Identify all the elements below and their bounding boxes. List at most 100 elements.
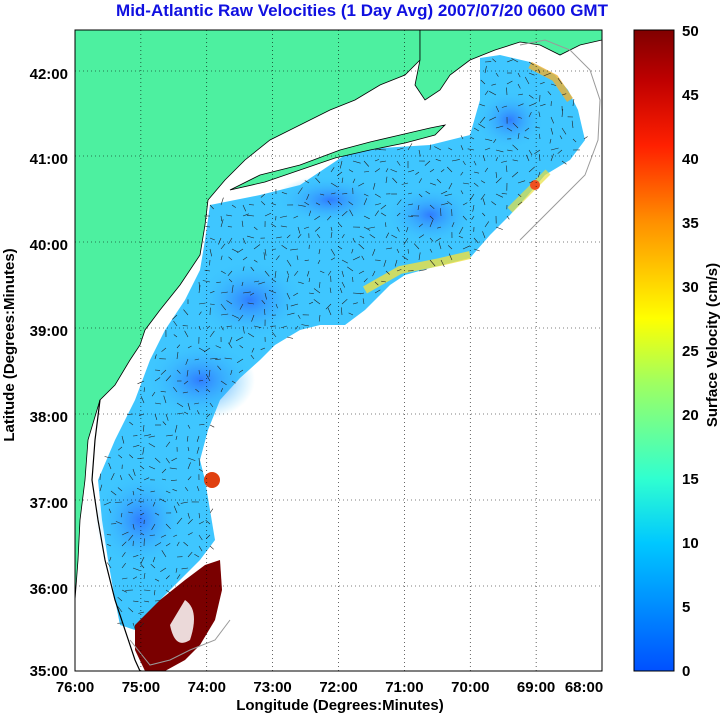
velocity-arrow [380, 204, 387, 210]
velocity-arrow [539, 133, 541, 140]
velocity-arrow [383, 259, 387, 267]
velocity-arrow [160, 391, 167, 393]
velocity-arrow [330, 257, 336, 261]
velocity-arrow [308, 292, 314, 294]
velocity-arrow [204, 269, 211, 272]
velocity-arrow [418, 269, 427, 272]
velocity-arrow [127, 501, 134, 506]
velocity-arrow [176, 541, 180, 547]
velocity-arrow [187, 402, 191, 411]
velocity-arrow [374, 210, 379, 217]
velocity-arrow [327, 270, 332, 276]
velocity-arrow [385, 247, 393, 250]
velocity-arrow [407, 203, 413, 206]
velocity-arrow [187, 532, 193, 536]
velocity-arrow [132, 622, 136, 630]
velocity-arrow [557, 149, 563, 154]
velocity-arrow [231, 248, 239, 253]
velocity-arrow [394, 259, 398, 267]
x-tick-label: 71:00 [385, 679, 423, 696]
velocity-arrow [484, 90, 489, 96]
velocity-arrow [316, 234, 321, 239]
velocity-arrow [482, 231, 486, 239]
velocity-arrow [176, 517, 183, 525]
velocity-arrow [469, 193, 475, 201]
velocity-arrow [493, 138, 497, 143]
velocity-arrow [304, 201, 310, 206]
velocity-arrow [440, 259, 445, 268]
velocity-arrow [338, 222, 343, 228]
velocity-arrow [479, 104, 486, 107]
velocity-arrow [482, 212, 486, 217]
velocity-arrow [418, 193, 423, 198]
velocity-arrow [151, 523, 156, 530]
velocity-arrow [286, 270, 289, 276]
velocity-arrow [165, 457, 170, 464]
velocity-arrow [358, 182, 365, 187]
velocity-arrow [447, 201, 453, 206]
velocity-arrow [140, 396, 145, 404]
velocity-arrow [238, 369, 244, 373]
velocity-arrow [281, 192, 288, 195]
velocity-arrow [154, 377, 161, 382]
velocity-arrow [198, 468, 203, 472]
velocity-arrow [440, 202, 449, 206]
velocity-arrow [437, 226, 442, 229]
velocity-arrow [460, 145, 464, 151]
velocity-arrow [121, 563, 126, 569]
velocity-arrow [165, 543, 171, 547]
velocity-arrow [181, 567, 189, 570]
velocity-arrow [363, 193, 369, 197]
velocity-arrow [231, 314, 240, 319]
velocity-arrow [362, 298, 365, 305]
velocity-arrow [448, 253, 453, 261]
velocity-arrow [198, 534, 203, 541]
velocity-arrow [231, 204, 236, 208]
velocity-arrow [264, 292, 267, 300]
velocity-arrow [242, 213, 249, 217]
velocity-arrow [253, 259, 258, 263]
velocity-arrow [187, 457, 196, 461]
velocity-arrow [363, 198, 368, 206]
velocity-arrow [478, 123, 486, 129]
velocity-arrow [152, 556, 156, 563]
velocity-arrow [341, 298, 348, 305]
velocity-arrow [297, 314, 301, 319]
colorbar-tick-label: 35 [682, 215, 699, 232]
velocity-arrow [187, 551, 193, 558]
velocity-arrow [161, 478, 167, 481]
velocity-arrow [407, 170, 415, 173]
velocity-arrow [263, 252, 266, 261]
velocity-arrow [396, 199, 402, 206]
velocity-arrow [103, 501, 112, 506]
velocity-arrow [315, 177, 321, 184]
velocity-arrow [313, 288, 321, 294]
y-axis-label: Latitude (Degrees:Minutes) [1, 248, 18, 441]
velocity-arrow [448, 147, 453, 151]
velocity-arrow [161, 550, 167, 558]
velocity-arrow [242, 291, 251, 294]
velocity-arrow [359, 235, 365, 239]
velocity-arrow [363, 226, 371, 231]
velocity-arrow [396, 160, 401, 166]
velocity-arrow [152, 501, 156, 507]
velocity-arrow [120, 512, 123, 518]
velocity-arrow [172, 489, 178, 492]
velocity-arrow [330, 182, 338, 188]
outer-banks [91, 399, 141, 671]
velocity-arrow [374, 193, 381, 198]
velocity-arrow [279, 215, 288, 218]
velocity-arrow [429, 248, 433, 253]
velocity-arrow [140, 532, 145, 536]
velocity-arrow [396, 226, 400, 232]
velocity-arrow [209, 204, 214, 210]
velocity-arrow [165, 413, 169, 421]
velocity-arrow [268, 289, 277, 294]
velocity-arrow [434, 146, 442, 151]
velocity-arrow [242, 325, 245, 334]
velocity-arrow [528, 102, 536, 107]
velocity-arrow [367, 226, 376, 229]
velocity-arrow [319, 193, 325, 196]
velocity-arrow [429, 182, 437, 186]
velocity-arrow [392, 177, 398, 184]
